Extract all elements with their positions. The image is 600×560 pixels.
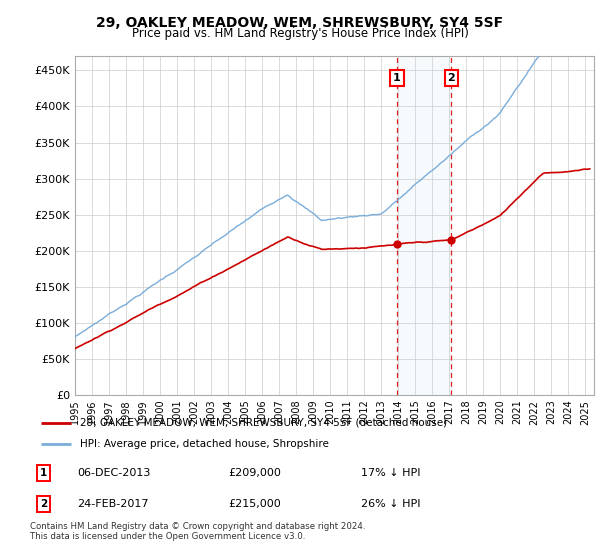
Text: £209,000: £209,000 (229, 468, 281, 478)
Bar (397, 56, 451, 395)
Text: £215,000: £215,000 (229, 499, 281, 509)
Text: Contains HM Land Registry data © Crown copyright and database right 2024.
This d: Contains HM Land Registry data © Crown c… (30, 522, 365, 542)
Text: 26% ↓ HPI: 26% ↓ HPI (361, 499, 421, 509)
Text: 29, OAKLEY MEADOW, WEM, SHREWSBURY, SY4 5SF: 29, OAKLEY MEADOW, WEM, SHREWSBURY, SY4 … (97, 16, 503, 30)
Text: Price paid vs. HM Land Registry's House Price Index (HPI): Price paid vs. HM Land Registry's House … (131, 27, 469, 40)
Text: 17% ↓ HPI: 17% ↓ HPI (361, 468, 421, 478)
Text: 29, OAKLEY MEADOW, WEM, SHREWSBURY, SY4 5SF (detached house): 29, OAKLEY MEADOW, WEM, SHREWSBURY, SY4 … (80, 418, 447, 428)
Text: HPI: Average price, detached house, Shropshire: HPI: Average price, detached house, Shro… (80, 439, 329, 449)
Text: 2: 2 (448, 73, 455, 83)
Text: 1: 1 (393, 73, 401, 83)
Text: 2: 2 (40, 499, 47, 509)
Text: 24-FEB-2017: 24-FEB-2017 (77, 499, 148, 509)
Text: 06-DEC-2013: 06-DEC-2013 (77, 468, 150, 478)
Text: 1: 1 (40, 468, 47, 478)
